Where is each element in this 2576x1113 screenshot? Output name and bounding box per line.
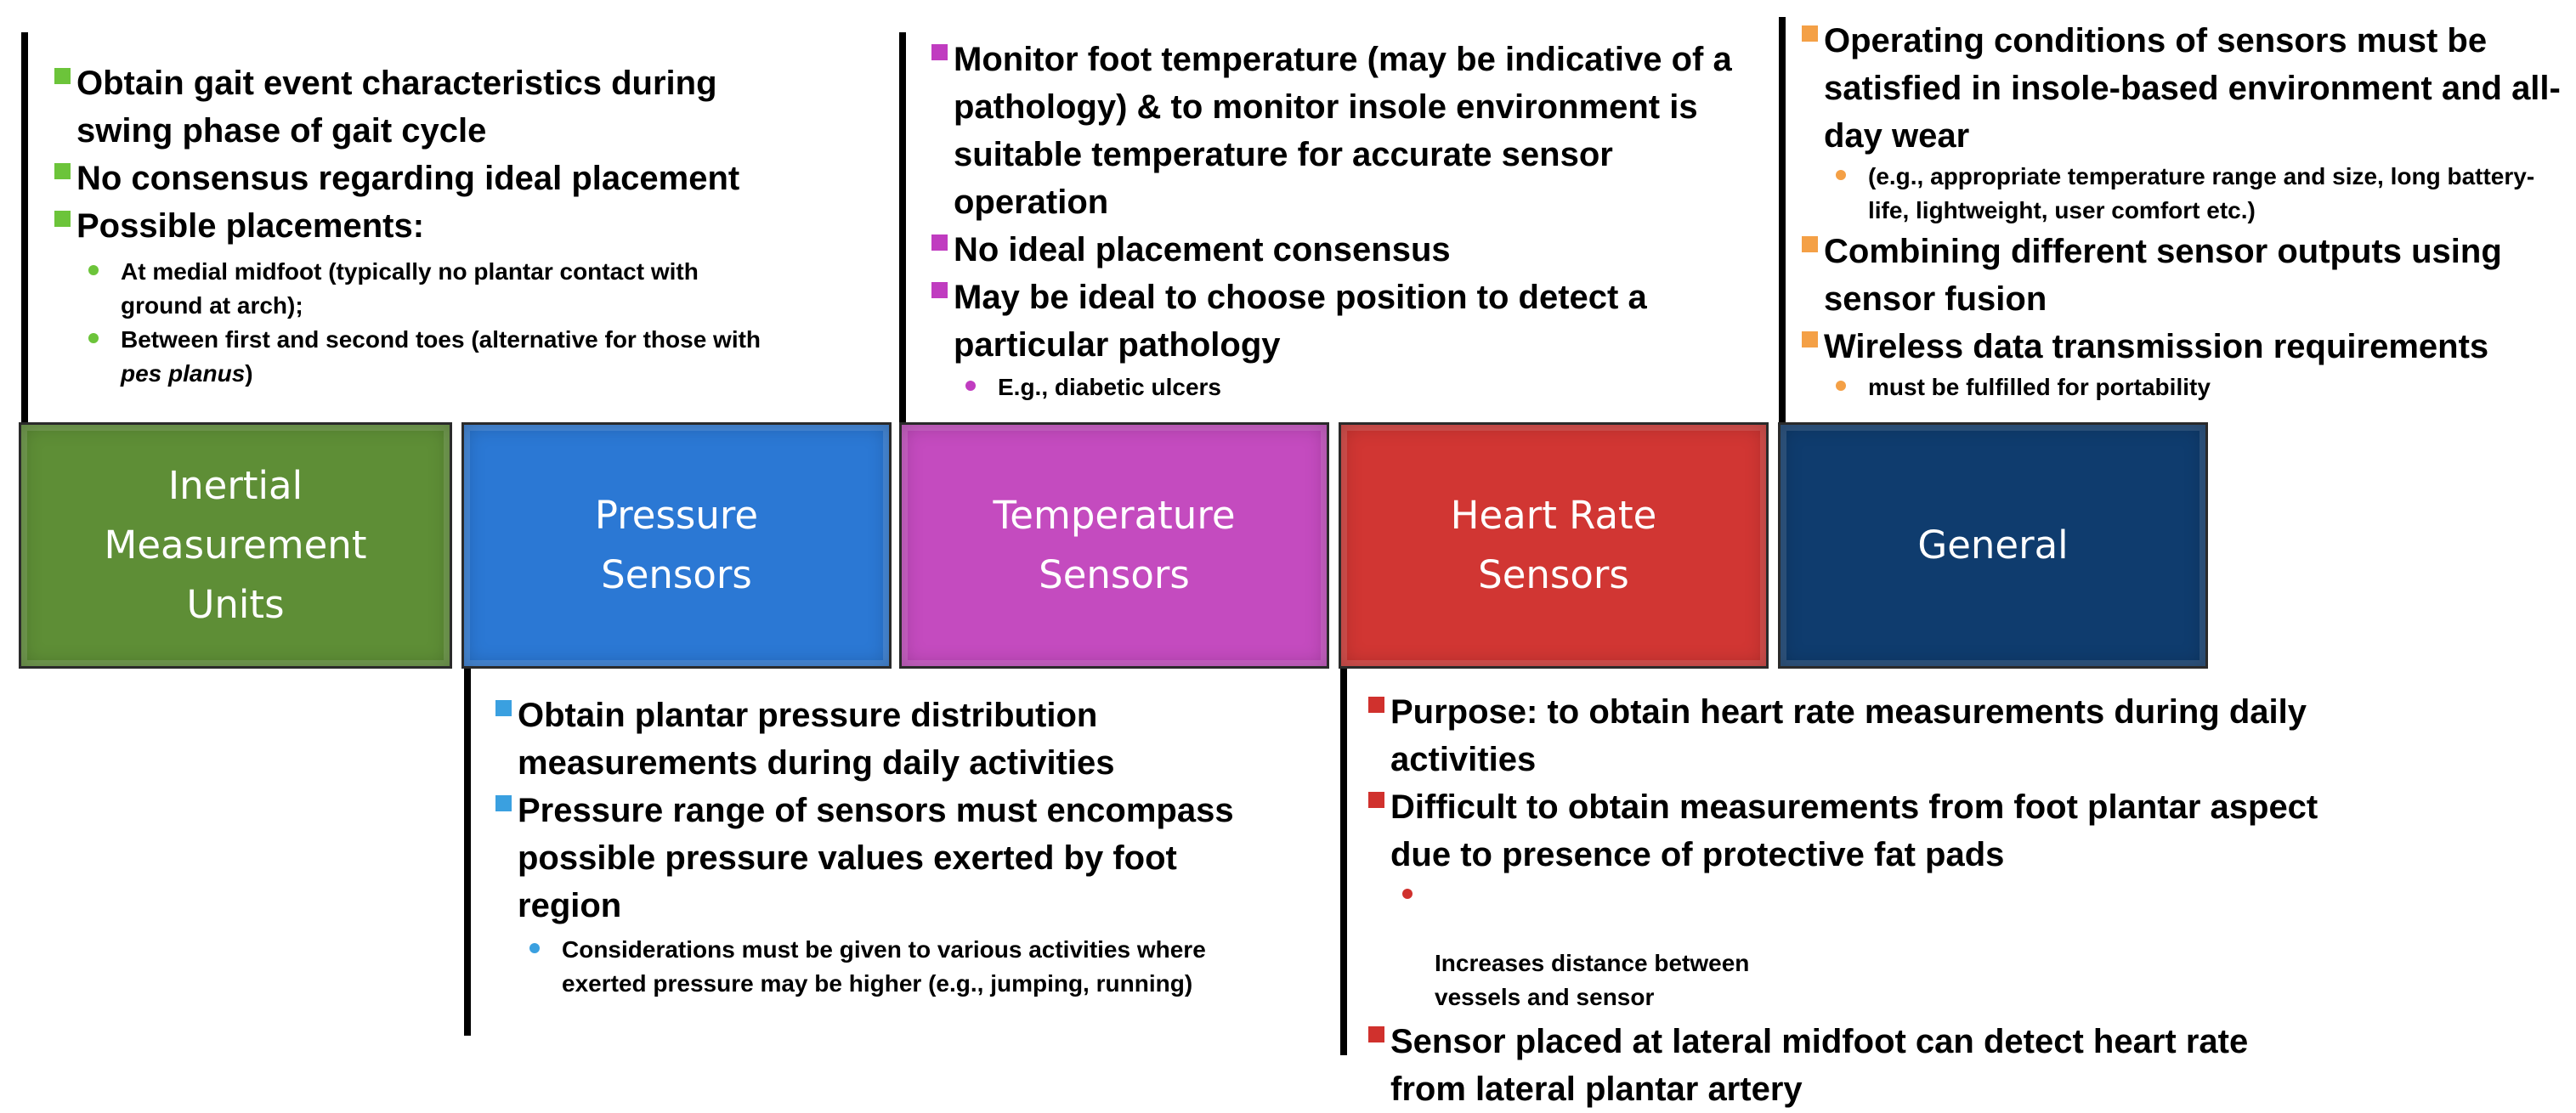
imu-sub-text: At medial midfoot (typically no plantar … bbox=[121, 258, 699, 319]
imu-sub-text: Between first and second toes (alternati… bbox=[121, 326, 761, 353]
square-bullet-icon bbox=[931, 44, 948, 60]
round-bullet-icon bbox=[1836, 381, 1846, 391]
general-category-label: General bbox=[1917, 523, 2069, 568]
imu-text-block: Obtain gait event characteristics during… bbox=[54, 59, 777, 391]
round-bullet-icon bbox=[529, 943, 540, 953]
heart-rate-bullet-item: Sensor placed at lateral midfoot can det… bbox=[1368, 1018, 2320, 1113]
temperature-bullet-item: No ideal placement consensus bbox=[931, 226, 1760, 274]
round-bullet-icon bbox=[965, 381, 976, 391]
square-bullet-icon bbox=[54, 68, 71, 84]
pressure-bullet-item: Pressure range of sensors must encompass… bbox=[495, 787, 1269, 929]
temperature-sub-text: E.g., diabetic ulcers bbox=[998, 374, 1221, 400]
temperature-connector-line bbox=[899, 32, 906, 423]
temperature-bullet-text: No ideal placement consensus bbox=[954, 231, 1451, 268]
temperature-bullet-item: May be ideal to choose position to detec… bbox=[931, 274, 1760, 369]
imu-sub-item: Between first and second toes (alternati… bbox=[54, 323, 777, 391]
pressure-sub-item: Considerations must be given to various … bbox=[495, 933, 1269, 1001]
general-sub-item: must be fulfilled for portability bbox=[1802, 370, 2571, 404]
general-sub-text: (e.g., appropriate temperature range and… bbox=[1868, 163, 2535, 223]
heart-rate-sub-item: Increases distance between vessels and s… bbox=[1368, 879, 2320, 1014]
general-category-box: General bbox=[1778, 422, 2208, 669]
heart-rate-category-box: Heart Rate Sensors bbox=[1339, 422, 1769, 669]
imu-sub-italic-text: pes planus bbox=[121, 360, 246, 387]
square-bullet-icon bbox=[1802, 25, 1818, 42]
general-bullet-item: Combining different sensor outputs using… bbox=[1802, 228, 2571, 323]
square-bullet-icon bbox=[1802, 236, 1818, 252]
square-bullet-icon bbox=[931, 234, 948, 251]
imu-bullet-text: Possible placements: bbox=[76, 207, 425, 245]
pressure-category-box: Pressure Sensors bbox=[461, 422, 892, 669]
square-bullet-icon bbox=[1802, 331, 1818, 347]
heart-rate-category-label: Heart Rate Sensors bbox=[1450, 493, 1657, 597]
round-bullet-icon bbox=[1402, 889, 1413, 899]
general-sub-text: must be fulfilled for portability bbox=[1868, 374, 2211, 400]
imu-category-box: Inertial Measurement Units bbox=[19, 422, 452, 669]
square-bullet-icon bbox=[1368, 697, 1384, 713]
heart-rate-bullet-item: Difficult to obtain measurements from fo… bbox=[1368, 783, 2320, 879]
general-bullet-text: Operating conditions of sensors must be … bbox=[1824, 22, 2561, 155]
general-sub-item: (e.g., appropriate temperature range and… bbox=[1802, 160, 2571, 228]
imu-category-label: Inertial Measurement Units bbox=[104, 463, 367, 627]
pressure-bullet-text: Pressure range of sensors must encompass… bbox=[518, 792, 1234, 924]
heart-rate-bullet-item: Purpose: to obtain heart rate measuremen… bbox=[1368, 688, 2320, 783]
imu-bullet-item: No consensus regarding ideal placement bbox=[54, 155, 777, 202]
square-bullet-icon bbox=[495, 795, 512, 811]
heart-rate-bullet-text: Difficult to obtain measurements from fo… bbox=[1390, 788, 2318, 873]
square-bullet-icon bbox=[1368, 1026, 1384, 1042]
temperature-category-box: Temperature Sensors bbox=[899, 422, 1329, 669]
temperature-bullet-item: Monitor foot temperature (may be indicat… bbox=[931, 36, 1760, 226]
pressure-connector-line bbox=[464, 664, 471, 1036]
general-bullet-text: Wireless data transmission requirements bbox=[1824, 328, 2489, 365]
square-bullet-icon bbox=[495, 700, 512, 716]
imu-bullet-item: Possible placements: bbox=[54, 202, 777, 250]
heart-rate-connector-line bbox=[1340, 664, 1347, 1055]
imu-bullet-text: Obtain gait event characteristics during… bbox=[76, 65, 717, 150]
round-bullet-icon bbox=[1836, 170, 1846, 180]
square-bullet-icon bbox=[1368, 792, 1384, 808]
general-bullet-item: Wireless data transmission requirements bbox=[1802, 323, 2571, 370]
pressure-text-block: Obtain plantar pressure distribution mea… bbox=[495, 692, 1269, 1001]
imu-connector-line bbox=[21, 32, 28, 423]
temperature-sub-item: E.g., diabetic ulcers bbox=[931, 370, 1760, 404]
round-bullet-icon bbox=[88, 265, 99, 275]
temperature-bullet-text: May be ideal to choose position to detec… bbox=[954, 279, 1647, 364]
pressure-bullet-text: Obtain plantar pressure distribution mea… bbox=[518, 697, 1115, 782]
general-bullet-item: Operating conditions of sensors must be … bbox=[1802, 17, 2571, 160]
round-bullet-icon bbox=[88, 333, 99, 343]
heart-rate-text-block: Purpose: to obtain heart rate measuremen… bbox=[1368, 688, 2320, 1113]
temperature-bullet-text: Monitor foot temperature (may be indicat… bbox=[954, 41, 1732, 221]
heart-rate-sub-text: Increases distance between vessels and s… bbox=[1435, 950, 1750, 1010]
heart-rate-bullet-text: Purpose: to obtain heart rate measuremen… bbox=[1390, 693, 2307, 778]
heart-rate-bullet-text: Sensor placed at lateral midfoot can det… bbox=[1390, 1023, 2249, 1108]
imu-sub-item: At medial midfoot (typically no plantar … bbox=[54, 255, 777, 323]
pressure-sub-text: Considerations must be given to various … bbox=[562, 936, 1206, 997]
general-text-block: Operating conditions of sensors must be … bbox=[1802, 17, 2571, 404]
pressure-category-label: Pressure Sensors bbox=[594, 493, 759, 597]
temperature-text-block: Monitor foot temperature (may be indicat… bbox=[931, 36, 1760, 404]
square-bullet-icon bbox=[54, 163, 71, 179]
imu-sub-text: ) bbox=[245, 360, 253, 387]
square-bullet-icon bbox=[931, 282, 948, 298]
imu-bullet-text: No consensus regarding ideal placement bbox=[76, 160, 740, 197]
pressure-bullet-item: Obtain plantar pressure distribution mea… bbox=[495, 692, 1269, 787]
temperature-category-label: Temperature Sensors bbox=[993, 493, 1236, 597]
general-bullet-text: Combining different sensor outputs using… bbox=[1824, 233, 2502, 318]
general-connector-line bbox=[1779, 17, 1786, 423]
square-bullet-icon bbox=[54, 211, 71, 227]
imu-bullet-item: Obtain gait event characteristics during… bbox=[54, 59, 777, 155]
